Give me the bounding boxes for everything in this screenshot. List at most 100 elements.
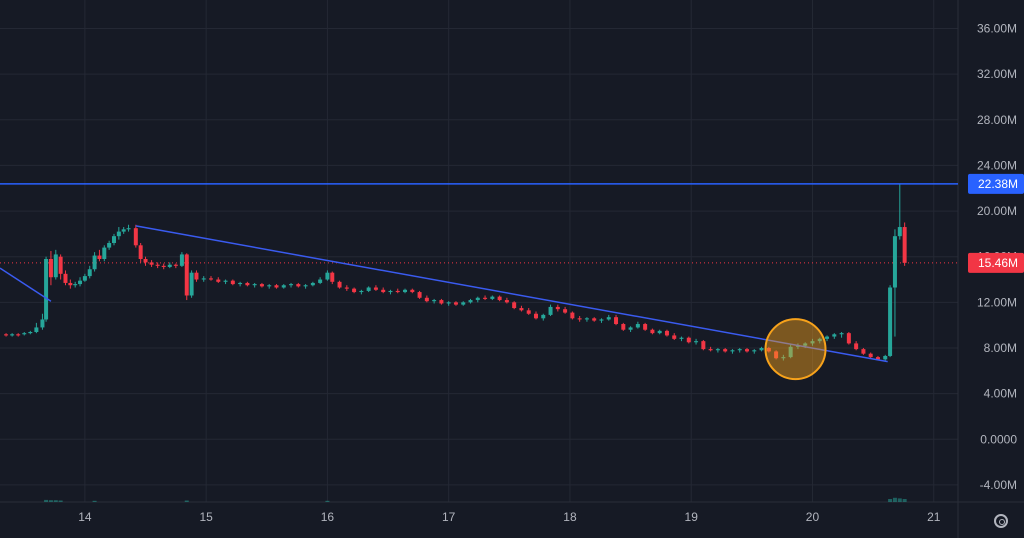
y-tick-label: 4.00M [984, 387, 1017, 401]
candle-body [817, 338, 822, 342]
candle-body [577, 318, 582, 320]
y-tick-label: 36.00M [977, 22, 1017, 36]
candle-body [87, 269, 92, 277]
y-tick-label: 12.00M [977, 295, 1017, 309]
candle-body [548, 306, 553, 315]
candle-body [161, 265, 166, 267]
y-tick-label: -4.00M [980, 478, 1017, 492]
candle-body [344, 287, 349, 289]
candle-body [795, 345, 800, 347]
candle-body [424, 297, 429, 302]
x-tick-label: 14 [78, 510, 92, 524]
candle-body [82, 276, 87, 281]
candle-body [149, 262, 154, 265]
candle-body [53, 254, 58, 278]
candle-body [708, 349, 713, 351]
candle-body [723, 349, 728, 352]
candle-body [194, 272, 199, 280]
volume-bar [58, 500, 63, 502]
volume-bar [44, 499, 49, 502]
candle-body [839, 333, 844, 335]
y-tick-label: 24.00M [977, 158, 1017, 172]
candle-body [861, 349, 866, 354]
candle-body [475, 297, 480, 301]
x-tick-label: 18 [563, 510, 577, 524]
candle-body [73, 284, 78, 286]
volume-bar [325, 500, 330, 502]
candle-body [490, 296, 495, 299]
candle-body [744, 349, 749, 352]
candle-body [461, 302, 466, 305]
candle-body [303, 285, 308, 287]
candle-body [238, 282, 243, 285]
candle-body [102, 247, 107, 259]
candle-body [48, 258, 53, 278]
candle-body [10, 334, 15, 336]
candle-body [679, 337, 684, 339]
candle-body [453, 302, 458, 305]
candle-body [97, 255, 102, 259]
candle-body [167, 264, 172, 267]
x-tick-label: 17 [442, 510, 456, 524]
candle-body [825, 336, 830, 339]
candle-body [483, 297, 488, 299]
candle-body [259, 284, 264, 287]
candle-body [111, 236, 116, 244]
candle-body [570, 312, 575, 319]
candle-body [774, 351, 779, 359]
highlight-circle [764, 318, 827, 381]
candle-body [373, 287, 378, 290]
candle-body [107, 243, 112, 248]
candle-body [126, 228, 131, 230]
candle-body [143, 258, 148, 263]
candle-body [810, 341, 815, 344]
candle-body [854, 343, 859, 350]
candle-body [252, 284, 257, 286]
candle-body [184, 254, 189, 296]
candle-body [599, 319, 604, 321]
candle-body [701, 341, 706, 350]
candle-body [395, 290, 400, 293]
candle-body [752, 350, 757, 352]
trendline [0, 267, 52, 302]
settings-gear-icon[interactable] [994, 514, 1008, 528]
candle-body [410, 289, 415, 293]
candle-body [330, 272, 335, 282]
candle-body [512, 302, 517, 309]
x-tick-label: 20 [806, 510, 820, 524]
candle-body [888, 287, 893, 356]
volume-bar [92, 500, 97, 502]
candle-body [116, 231, 121, 237]
candle-body [715, 349, 720, 351]
candle-body [245, 282, 250, 286]
volume-bar [897, 498, 902, 502]
candle-body [664, 330, 669, 336]
volume-bar [892, 497, 897, 502]
candle-body [352, 288, 357, 293]
candle-body [155, 264, 160, 266]
price-badge-label: 15.46M [978, 256, 1018, 270]
candle-body [788, 346, 793, 358]
candle-body [209, 278, 214, 280]
candle-body [381, 289, 386, 293]
candle-body [541, 314, 546, 319]
price-badge-label: 22.38M [978, 177, 1018, 191]
candle-body [883, 355, 888, 360]
x-tick-label: 19 [685, 510, 699, 524]
candle-body [526, 310, 531, 314]
price-badge [968, 173, 1024, 194]
candle-body [635, 324, 640, 328]
candle-body [766, 347, 771, 352]
candle-body [403, 289, 408, 293]
candle-body [694, 341, 699, 343]
candle-body [189, 272, 194, 296]
candle-body [40, 319, 45, 328]
candle-body [296, 284, 301, 287]
price-badge [968, 252, 1024, 273]
candle-body [201, 278, 206, 280]
candle-body [179, 254, 184, 266]
candle-body [643, 324, 648, 330]
candle-body [58, 256, 63, 274]
candle-body [325, 272, 330, 280]
